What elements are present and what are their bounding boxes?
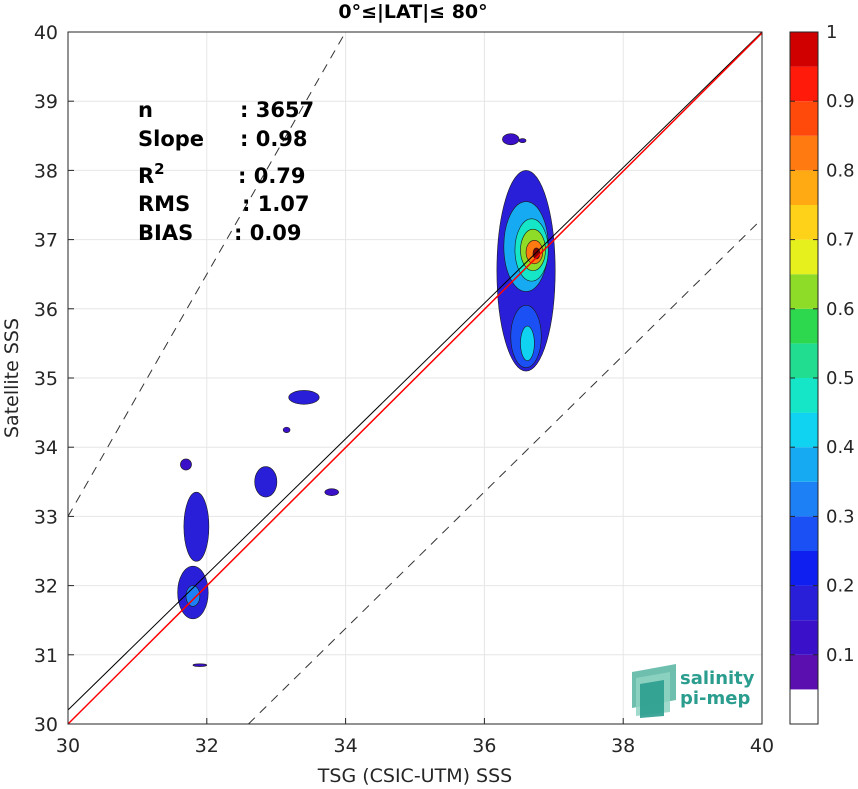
- colorbar-swatch: [790, 516, 818, 551]
- colorbar-swatch: [790, 551, 818, 586]
- upper-bound-line: [67, 31, 347, 517]
- stat-label: n: [138, 98, 153, 122]
- y-tick-label: 38: [34, 160, 58, 182]
- x-tick-label: 32: [195, 735, 219, 757]
- stat-label: BIAS: [138, 221, 193, 245]
- x-tick-label: 36: [472, 735, 496, 757]
- stat-label: RMS: [138, 192, 190, 216]
- density-contour-10: [185, 585, 201, 607]
- colorbar-tick-label: 0.6: [826, 299, 855, 320]
- colorbar-swatch: [790, 274, 818, 309]
- stat-value: : 0.79: [238, 164, 306, 188]
- logo-line-1: salinity: [680, 668, 755, 689]
- stat-value: : 3657: [240, 98, 314, 122]
- y-axis-label: Satellite SSS: [1, 318, 23, 438]
- density-contours: [177, 133, 556, 667]
- colorbar-tick-label: 0.5: [826, 368, 855, 389]
- x-axis-label: TSG (CSIC-UTM) SSS: [317, 765, 512, 787]
- y-tick-label: 37: [34, 230, 58, 252]
- colorbar-swatch: [790, 239, 818, 275]
- logo-mark-icon: [632, 664, 676, 718]
- y-tick-label: 35: [34, 368, 58, 390]
- colorbar-swatch: [790, 447, 818, 482]
- y-tick-label: 31: [34, 645, 58, 667]
- colorbar-swatch: [790, 101, 818, 136]
- identity-line: [67, 31, 763, 711]
- x-axis-ticks: 30 32 34 36 38 40: [56, 718, 774, 757]
- x-tick-label: 38: [611, 735, 635, 757]
- colorbar-ticks: 0.1 0.2 0.3 0.4 0.5 0.6 0.7 0.8 0.9 1: [790, 22, 855, 666]
- colorbar-swatch: [790, 135, 818, 171]
- regression-line: [67, 32, 763, 725]
- density-contour-8: [502, 133, 520, 146]
- x-tick-label: 40: [750, 735, 774, 757]
- density-contour-14: [192, 663, 208, 667]
- colorbar-swatches: [790, 32, 818, 724]
- colorbar-swatch: [790, 412, 818, 448]
- chart-title: 0°≤|LAT|≤ 80°: [338, 1, 487, 23]
- colorbar-swatch: [790, 32, 818, 67]
- x-tick-label: 34: [334, 735, 358, 757]
- density-contour-13: [180, 458, 192, 471]
- colorbar-swatch: [790, 170, 818, 205]
- colorbar-tick-label: 0.8: [826, 160, 855, 181]
- stat-value: : 1.07: [242, 192, 310, 216]
- colorbar-swatch: [790, 689, 818, 724]
- density-contour-18: [324, 488, 339, 496]
- y-tick-label: 30: [34, 714, 58, 736]
- colorbar-tick-label: 1: [826, 22, 837, 43]
- y-tick-label: 36: [34, 299, 58, 321]
- logo-line-2: pi-mep: [680, 688, 750, 709]
- x-tick-label: 30: [56, 735, 80, 757]
- density-contour-16: [288, 390, 320, 405]
- colorbar-swatch: [790, 654, 818, 690]
- reference-lines: [67, 31, 763, 725]
- stat-label: Slope: [138, 127, 204, 151]
- colorbar-swatch: [790, 66, 818, 102]
- y-tick-label: 39: [34, 91, 58, 113]
- colorbar-swatch: [790, 205, 818, 240]
- colorbar-tick-label: 0.1: [826, 645, 855, 666]
- y-tick-label: 33: [34, 506, 58, 528]
- y-tick-label: 34: [34, 437, 58, 459]
- density-contour-9: [518, 138, 527, 144]
- colorbar-tick-label: 0.3: [826, 506, 855, 527]
- plot-area: [67, 31, 763, 725]
- colorbar-swatch: [790, 308, 818, 344]
- colorbar-swatch: [790, 378, 818, 413]
- colorbar: 0.1 0.2 0.3 0.4 0.5 0.6 0.7 0.8 0.9 1: [789, 22, 855, 725]
- colorbar-tick-label: 0.7: [826, 230, 855, 251]
- y-tick-label: 40: [34, 22, 58, 44]
- density-contour-17: [282, 426, 291, 433]
- colorbar-swatch: [790, 585, 818, 621]
- lower-bound-line: [248, 218, 763, 725]
- stat-value: : 0.98: [240, 127, 308, 151]
- density-contour-5: [520, 325, 535, 362]
- colorbar-tick-label: 0.2: [826, 576, 855, 597]
- colorbar-swatch: [790, 481, 818, 517]
- salinity-pi-mep-logo: salinity pi-mep: [632, 664, 755, 718]
- y-axis-ticks: 30 31 32 33 34 35 36 37 38 39 40: [34, 22, 74, 736]
- colorbar-tick-label: 0.9: [826, 91, 855, 112]
- colorbar-tick-label: 0.4: [826, 437, 855, 458]
- density-contour-12: [183, 491, 210, 562]
- stat-value: : 0.09: [234, 221, 302, 245]
- y-tick-label: 32: [34, 576, 58, 598]
- density-contour-15: [254, 466, 278, 498]
- colorbar-swatch: [790, 343, 818, 378]
- colorbar-swatch: [790, 620, 818, 655]
